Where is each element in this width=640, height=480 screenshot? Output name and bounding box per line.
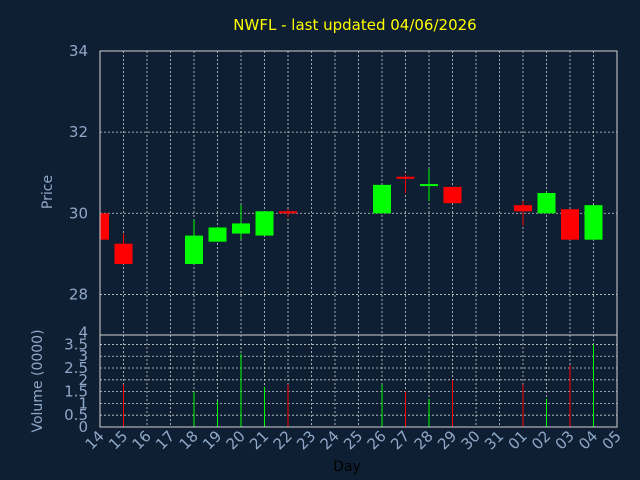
price-tick-label: 32: [69, 123, 88, 141]
chart-title: NWFL - last updated 04/06/2026: [233, 16, 476, 34]
price-tick-label: 30: [69, 204, 88, 222]
candle-body: [396, 176, 415, 179]
x-tick-label: 21: [246, 427, 272, 453]
volume-tick-label: 3.5: [64, 335, 88, 353]
x-tick-label: 22: [270, 427, 296, 453]
x-tick-label: 02: [528, 427, 554, 453]
x-tick-label: 29: [434, 427, 460, 453]
candle-body: [208, 227, 227, 242]
candle-body: [373, 184, 391, 214]
volume-tick-label: 1: [78, 394, 88, 412]
volume-tick-label: 0: [78, 418, 88, 436]
candle-body: [185, 235, 203, 264]
x-tick-label: 19: [199, 427, 225, 453]
price-axis-label: Price: [40, 175, 56, 209]
x-tick-label: 15: [105, 427, 131, 453]
candle-body: [514, 205, 532, 212]
x-tick-label: 05: [599, 427, 625, 453]
panel-frames: [99, 50, 618, 428]
candle-body: [255, 211, 274, 236]
price-tick-label: 34: [69, 42, 88, 60]
x-tick-label: 01: [505, 427, 531, 453]
candle-body: [420, 184, 438, 187]
volume-tick-label: 2.5: [64, 359, 88, 377]
x-tick-label: 23: [293, 427, 319, 453]
candle-body: [584, 205, 603, 240]
candle-body: [114, 243, 133, 264]
candle-body: [561, 209, 579, 240]
x-tick-label: 27: [387, 427, 413, 453]
x-tick-label: 25: [340, 427, 366, 453]
grid: [99, 50, 618, 428]
x-axis-label: Day: [333, 459, 361, 475]
x-tick-label: 28: [411, 427, 437, 453]
volume-axis-label: Volume (0000): [30, 329, 46, 432]
x-tick-label: 17: [152, 427, 178, 453]
x-tick-label: 26: [364, 427, 390, 453]
x-tick-label: 24: [317, 427, 343, 453]
volume-tick-label: 3: [78, 347, 88, 365]
x-tick-label: 18: [176, 427, 202, 453]
volume-tick-label: 1.5: [64, 383, 88, 401]
x-tick-label: 16: [129, 427, 155, 453]
x-tick-label: 03: [552, 427, 578, 453]
price-tick-label: 28: [69, 285, 88, 303]
x-tick-label: 30: [458, 427, 484, 453]
chart-marks: [99, 168, 603, 427]
volume-tick-label: 0.5: [64, 406, 88, 424]
candle-body: [537, 193, 556, 214]
x-tick-label: 04: [575, 427, 601, 453]
volume-panel-frame: [99, 334, 618, 428]
x-tick-label: 20: [223, 427, 249, 453]
candle-body: [100, 213, 109, 240]
volume-tick-label: 4: [78, 324, 88, 342]
candle-body: [443, 186, 462, 204]
candle-body: [279, 211, 297, 214]
candle-body: [232, 223, 250, 234]
volume-tick-label: 2: [78, 371, 88, 389]
x-tick-label: 31: [481, 427, 507, 453]
